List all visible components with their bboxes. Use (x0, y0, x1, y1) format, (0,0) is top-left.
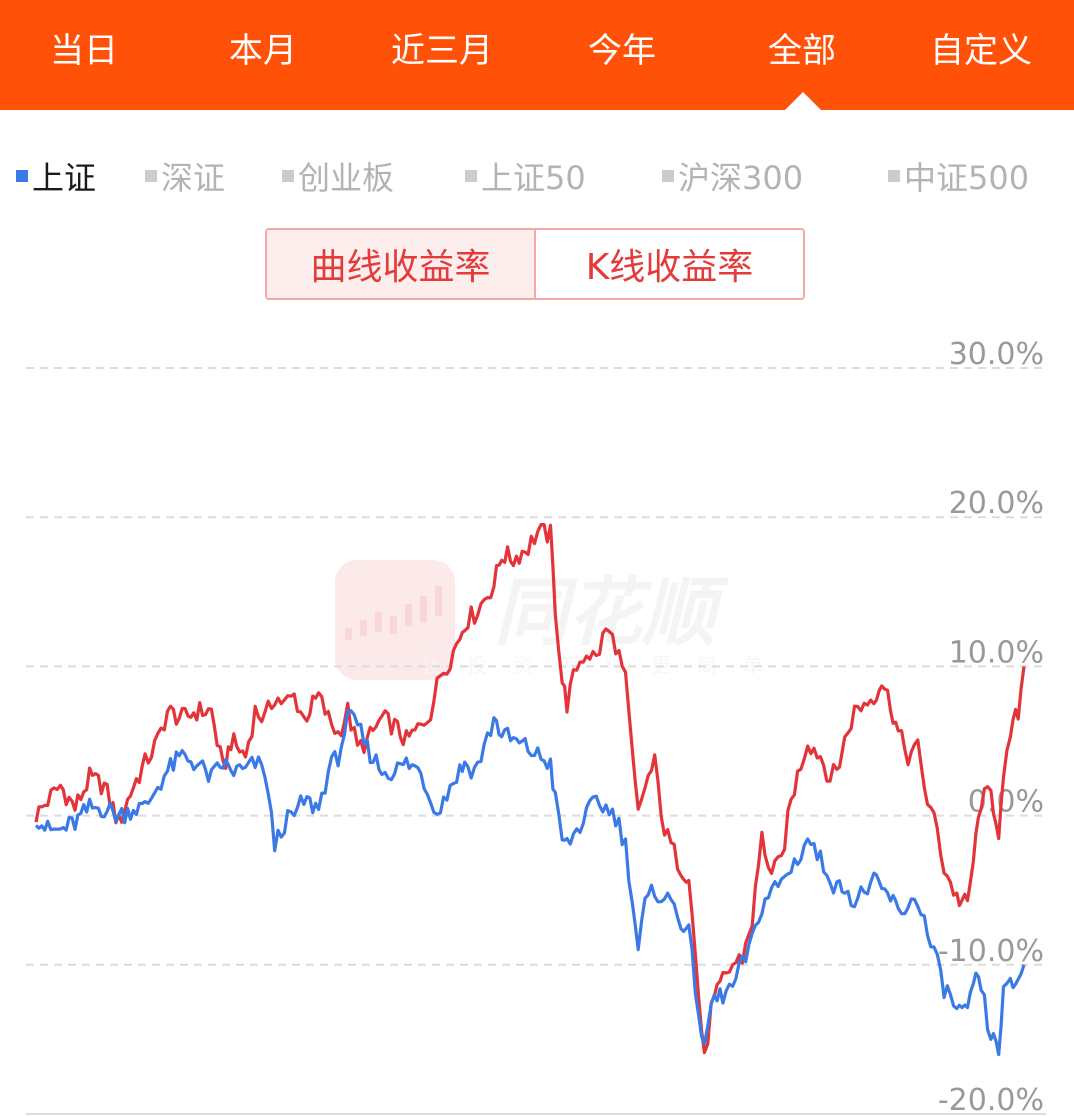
legend-label: 上证 (32, 159, 97, 197)
return-type-toggle: 曲线收益率 K线收益率 (265, 228, 805, 300)
active-tab-indicator (785, 92, 821, 110)
tab-custom[interactable]: 自定义 (930, 31, 1032, 71)
tab-this-year[interactable]: 今年 (588, 31, 656, 71)
legend-sse50[interactable]: 上证50 (465, 156, 586, 200)
grid-layer (26, 367, 1046, 1115)
curve-return-button[interactable]: 曲线收益率 (267, 230, 534, 298)
portfolio-return-line (34, 523, 1026, 1055)
tab-all[interactable]: 全部 (768, 31, 836, 71)
watermark: 同花顺 让投资变得更简单 (335, 560, 789, 680)
legend-shanghai[interactable]: 上证 (16, 156, 96, 200)
watermark-slogan: 让投资变得更简单 (421, 653, 789, 677)
legend-csi500[interactable]: 中证500 (888, 156, 1029, 200)
y-axis-ticks: 30.0%20.0%10.0%0.0%-10.0%-20.0% (938, 337, 1044, 1116)
y-tick-label: 10.0% (949, 635, 1044, 670)
y-tick-label: 20.0% (949, 486, 1044, 521)
legend-label: 深证 (161, 159, 226, 197)
legend-color-swatch (16, 170, 28, 182)
tab-this-month[interactable]: 本月 (229, 31, 297, 71)
y-tick-label: -10.0% (938, 934, 1044, 969)
legend-color-swatch (282, 170, 294, 182)
watermark-brand: 同花顺 (494, 570, 729, 656)
tab-today[interactable]: 当日 (50, 31, 118, 71)
legend-color-swatch (662, 170, 674, 182)
legend-chinext[interactable]: 创业板 (282, 156, 394, 200)
y-tick-label: -20.0% (938, 1083, 1044, 1116)
kline-return-button[interactable]: K线收益率 (534, 230, 803, 298)
legend-csi300[interactable]: 沪深300 (662, 156, 803, 200)
legend-label: 中证500 (904, 159, 1030, 197)
legend-label: 沪深300 (678, 159, 804, 197)
legend-label: 创业板 (298, 159, 395, 197)
watermark-candles-icon (345, 586, 442, 640)
legend-label: 上证50 (481, 159, 586, 197)
period-tab-bar: 当日 本月 近三月 今年 全部 自定义 (0, 0, 1074, 110)
legend-color-swatch (888, 170, 900, 182)
legend-color-swatch (465, 170, 477, 182)
return-chart: 同花顺 让投资变得更简单 30.0%20.0%10.0%0.0%-10.0%-2… (26, 337, 1046, 1116)
shanghai-index-line (34, 708, 1026, 1057)
series-layer (34, 523, 1026, 1057)
legend-shenzhen[interactable]: 深证 (145, 156, 225, 200)
y-tick-label: 30.0% (949, 337, 1044, 372)
legend-color-swatch (145, 170, 157, 182)
tab-three-months[interactable]: 近三月 (391, 31, 493, 71)
